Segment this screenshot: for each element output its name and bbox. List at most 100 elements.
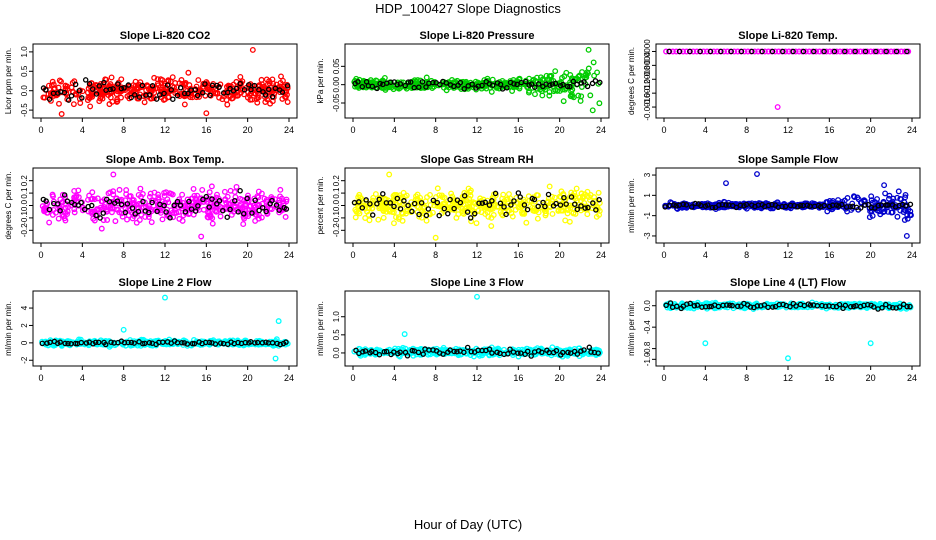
data-point-black xyxy=(545,191,552,198)
data-point xyxy=(277,193,284,200)
data-point xyxy=(71,209,78,216)
data-point xyxy=(206,189,213,196)
data-point-black xyxy=(804,202,811,208)
y-tick-label: -0.8 xyxy=(643,341,652,355)
x-tick-label: 16 xyxy=(201,250,211,260)
data-point-black xyxy=(839,201,845,208)
data-point xyxy=(57,196,64,203)
data-point-black xyxy=(430,197,437,204)
data-point xyxy=(277,186,284,193)
x-tick-label: 0 xyxy=(661,250,666,260)
data-point xyxy=(99,90,106,97)
data-point-black xyxy=(709,204,716,211)
data-point xyxy=(233,183,240,190)
x-tick-label: 24 xyxy=(284,373,294,383)
data-point-black xyxy=(873,48,879,55)
data-point xyxy=(427,191,433,198)
x-tick-label: 4 xyxy=(392,250,397,260)
data-point xyxy=(566,218,573,225)
data-point xyxy=(894,213,901,220)
data-point xyxy=(223,199,230,206)
data-point-black xyxy=(467,215,474,221)
x-tick-label: 4 xyxy=(80,125,85,135)
x-axis-label: Hour of Day (UTC) xyxy=(413,517,523,532)
data-point-black xyxy=(224,214,230,220)
data-point xyxy=(741,48,748,55)
y-tick-label: 2 xyxy=(20,323,29,328)
x-tick-label: 4 xyxy=(392,373,397,383)
data-point xyxy=(571,190,578,197)
data-point xyxy=(195,77,202,84)
data-point xyxy=(587,92,594,99)
data-point-black xyxy=(107,86,113,93)
data-point-black xyxy=(853,204,860,211)
data-point-black xyxy=(464,209,471,215)
data-point-black xyxy=(263,339,269,345)
data-point-black xyxy=(93,91,100,97)
x-tick-label: 8 xyxy=(433,125,438,135)
data-point-black xyxy=(687,48,693,55)
data-point-black xyxy=(195,203,201,209)
data-point-black xyxy=(110,86,116,92)
data-point xyxy=(535,192,541,199)
data-point-black xyxy=(434,199,441,206)
data-point xyxy=(882,190,889,197)
data-point xyxy=(252,217,259,224)
data-point-black xyxy=(76,88,82,94)
data-point xyxy=(379,204,386,211)
data-point xyxy=(129,215,136,222)
data-point-black xyxy=(582,205,588,211)
data-point-black xyxy=(374,85,380,92)
data-point xyxy=(161,189,168,196)
data-point-black xyxy=(391,203,397,210)
data-point-black xyxy=(262,92,269,98)
data-point-black xyxy=(227,206,233,213)
data-point-black xyxy=(461,192,468,199)
data-point-black xyxy=(563,201,569,207)
data-point xyxy=(263,76,270,83)
data-point xyxy=(245,192,251,199)
data-point xyxy=(179,217,186,224)
y-tick-label: -0.1 xyxy=(332,210,341,224)
y-axis-label: Licor ppm per min. xyxy=(4,48,13,114)
data-point xyxy=(91,196,98,203)
data-point xyxy=(255,194,262,201)
data-point xyxy=(98,198,105,205)
data-point-black xyxy=(177,202,184,209)
outlier-point xyxy=(867,340,874,347)
data-point-black xyxy=(206,204,212,210)
data-point xyxy=(108,74,115,81)
data-point-black xyxy=(146,339,153,346)
data-point-black xyxy=(532,84,538,90)
outlier-point xyxy=(903,233,910,239)
data-point xyxy=(505,191,512,197)
data-point xyxy=(57,205,64,212)
data-point-black xyxy=(225,89,231,96)
y-tick-label: 0.2 xyxy=(20,175,29,187)
outlier-point xyxy=(881,182,888,189)
data-point-black xyxy=(479,82,485,89)
data-point-black xyxy=(82,206,88,213)
data-point xyxy=(224,193,231,200)
data-point xyxy=(165,199,172,206)
data-point-black xyxy=(181,340,188,346)
data-point-black xyxy=(570,78,577,85)
panel-title: Slope Li-820 Pressure xyxy=(420,30,535,42)
data-point xyxy=(552,68,559,75)
data-point xyxy=(228,95,235,102)
data-point-black xyxy=(388,79,394,85)
data-point xyxy=(282,214,289,220)
data-point xyxy=(448,190,455,197)
data-point-black xyxy=(167,215,173,221)
data-point-black xyxy=(153,96,160,102)
data-point-black xyxy=(244,195,250,202)
data-point xyxy=(352,206,359,213)
data-point-black xyxy=(251,82,258,89)
data-point xyxy=(87,103,94,110)
panel-title: Slope Gas Stream RH xyxy=(420,154,533,166)
data-point xyxy=(751,48,758,55)
data-point-black xyxy=(161,90,167,97)
data-point xyxy=(703,48,710,55)
data-point-black xyxy=(272,85,279,92)
y-tick-label: 1.0 xyxy=(20,46,29,58)
